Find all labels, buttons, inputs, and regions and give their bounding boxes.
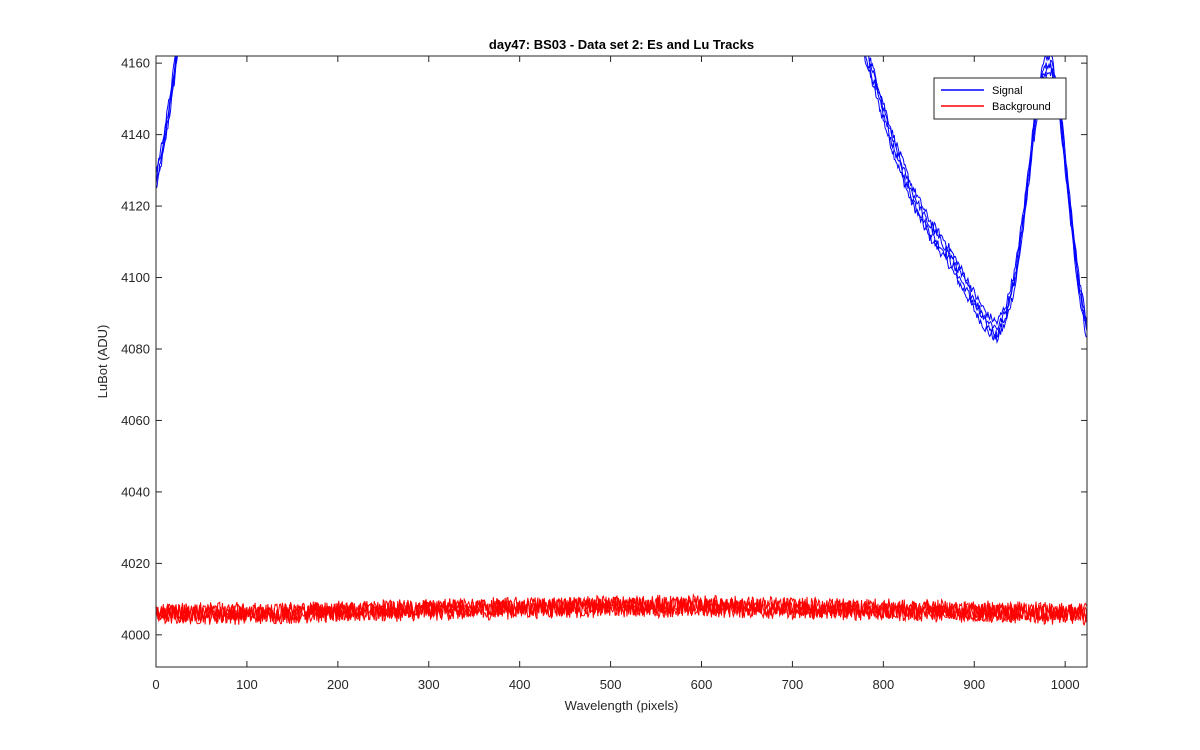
x-tick-label: 900 (963, 677, 985, 692)
series-line-signal (868, 56, 1087, 326)
y-tick-label: 4060 (121, 413, 150, 428)
x-tick-label: 500 (600, 677, 622, 692)
series-line-background (156, 593, 1087, 622)
legend-box (933, 77, 1067, 120)
x-tick-label: 300 (418, 677, 440, 692)
series-line-signal (868, 56, 1087, 331)
series-line-signal (156, 56, 178, 189)
y-tick-label: 4020 (121, 556, 150, 571)
y-axis-label: LuBot (ADU) (95, 325, 110, 399)
legend: Signal Background (933, 77, 1067, 120)
x-axis: 0 100 200 300 400 500 600 700 800 900 1000 (152, 56, 1080, 692)
x-tick-label: 600 (691, 677, 713, 692)
x-tick-label: 400 (509, 677, 531, 692)
y-axis: 4000 4020 4040 4060 4080 4100 4120 4140 4160 (121, 56, 1087, 642)
y-tick-label: 4100 (121, 270, 150, 285)
y-tick-label: 4080 (121, 341, 150, 356)
series-line-signal (865, 56, 1087, 338)
x-axis-label: Wavelength (pixels) (565, 698, 679, 713)
x-tick-label: 200 (327, 677, 349, 692)
plot-area (156, 56, 1087, 667)
x-tick-label: 1000 (1051, 677, 1080, 692)
x-tick-label: 0 (152, 677, 159, 692)
series-line-signal (156, 56, 176, 176)
series-line-signal (864, 56, 1087, 344)
chart-title: day47: BS03 - Data set 2: Es and Lu Trac… (489, 37, 754, 52)
y-tick-label: 4120 (121, 199, 150, 214)
y-tick-label: 4160 (121, 56, 150, 71)
x-tick-label: 100 (236, 677, 258, 692)
y-tick-label: 4140 (121, 127, 150, 142)
y-tick-label: 4000 (121, 627, 150, 642)
x-tick-label: 700 (782, 677, 804, 692)
legend-entry-background: Background (992, 101, 1051, 113)
y-tick-label: 4040 (121, 484, 150, 499)
x-tick-label: 800 (872, 677, 894, 692)
series-line-signal (156, 56, 177, 180)
axes-box (155, 55, 1088, 668)
series-layer (156, 56, 1087, 626)
legend-entry-signal: Signal (992, 85, 1023, 97)
